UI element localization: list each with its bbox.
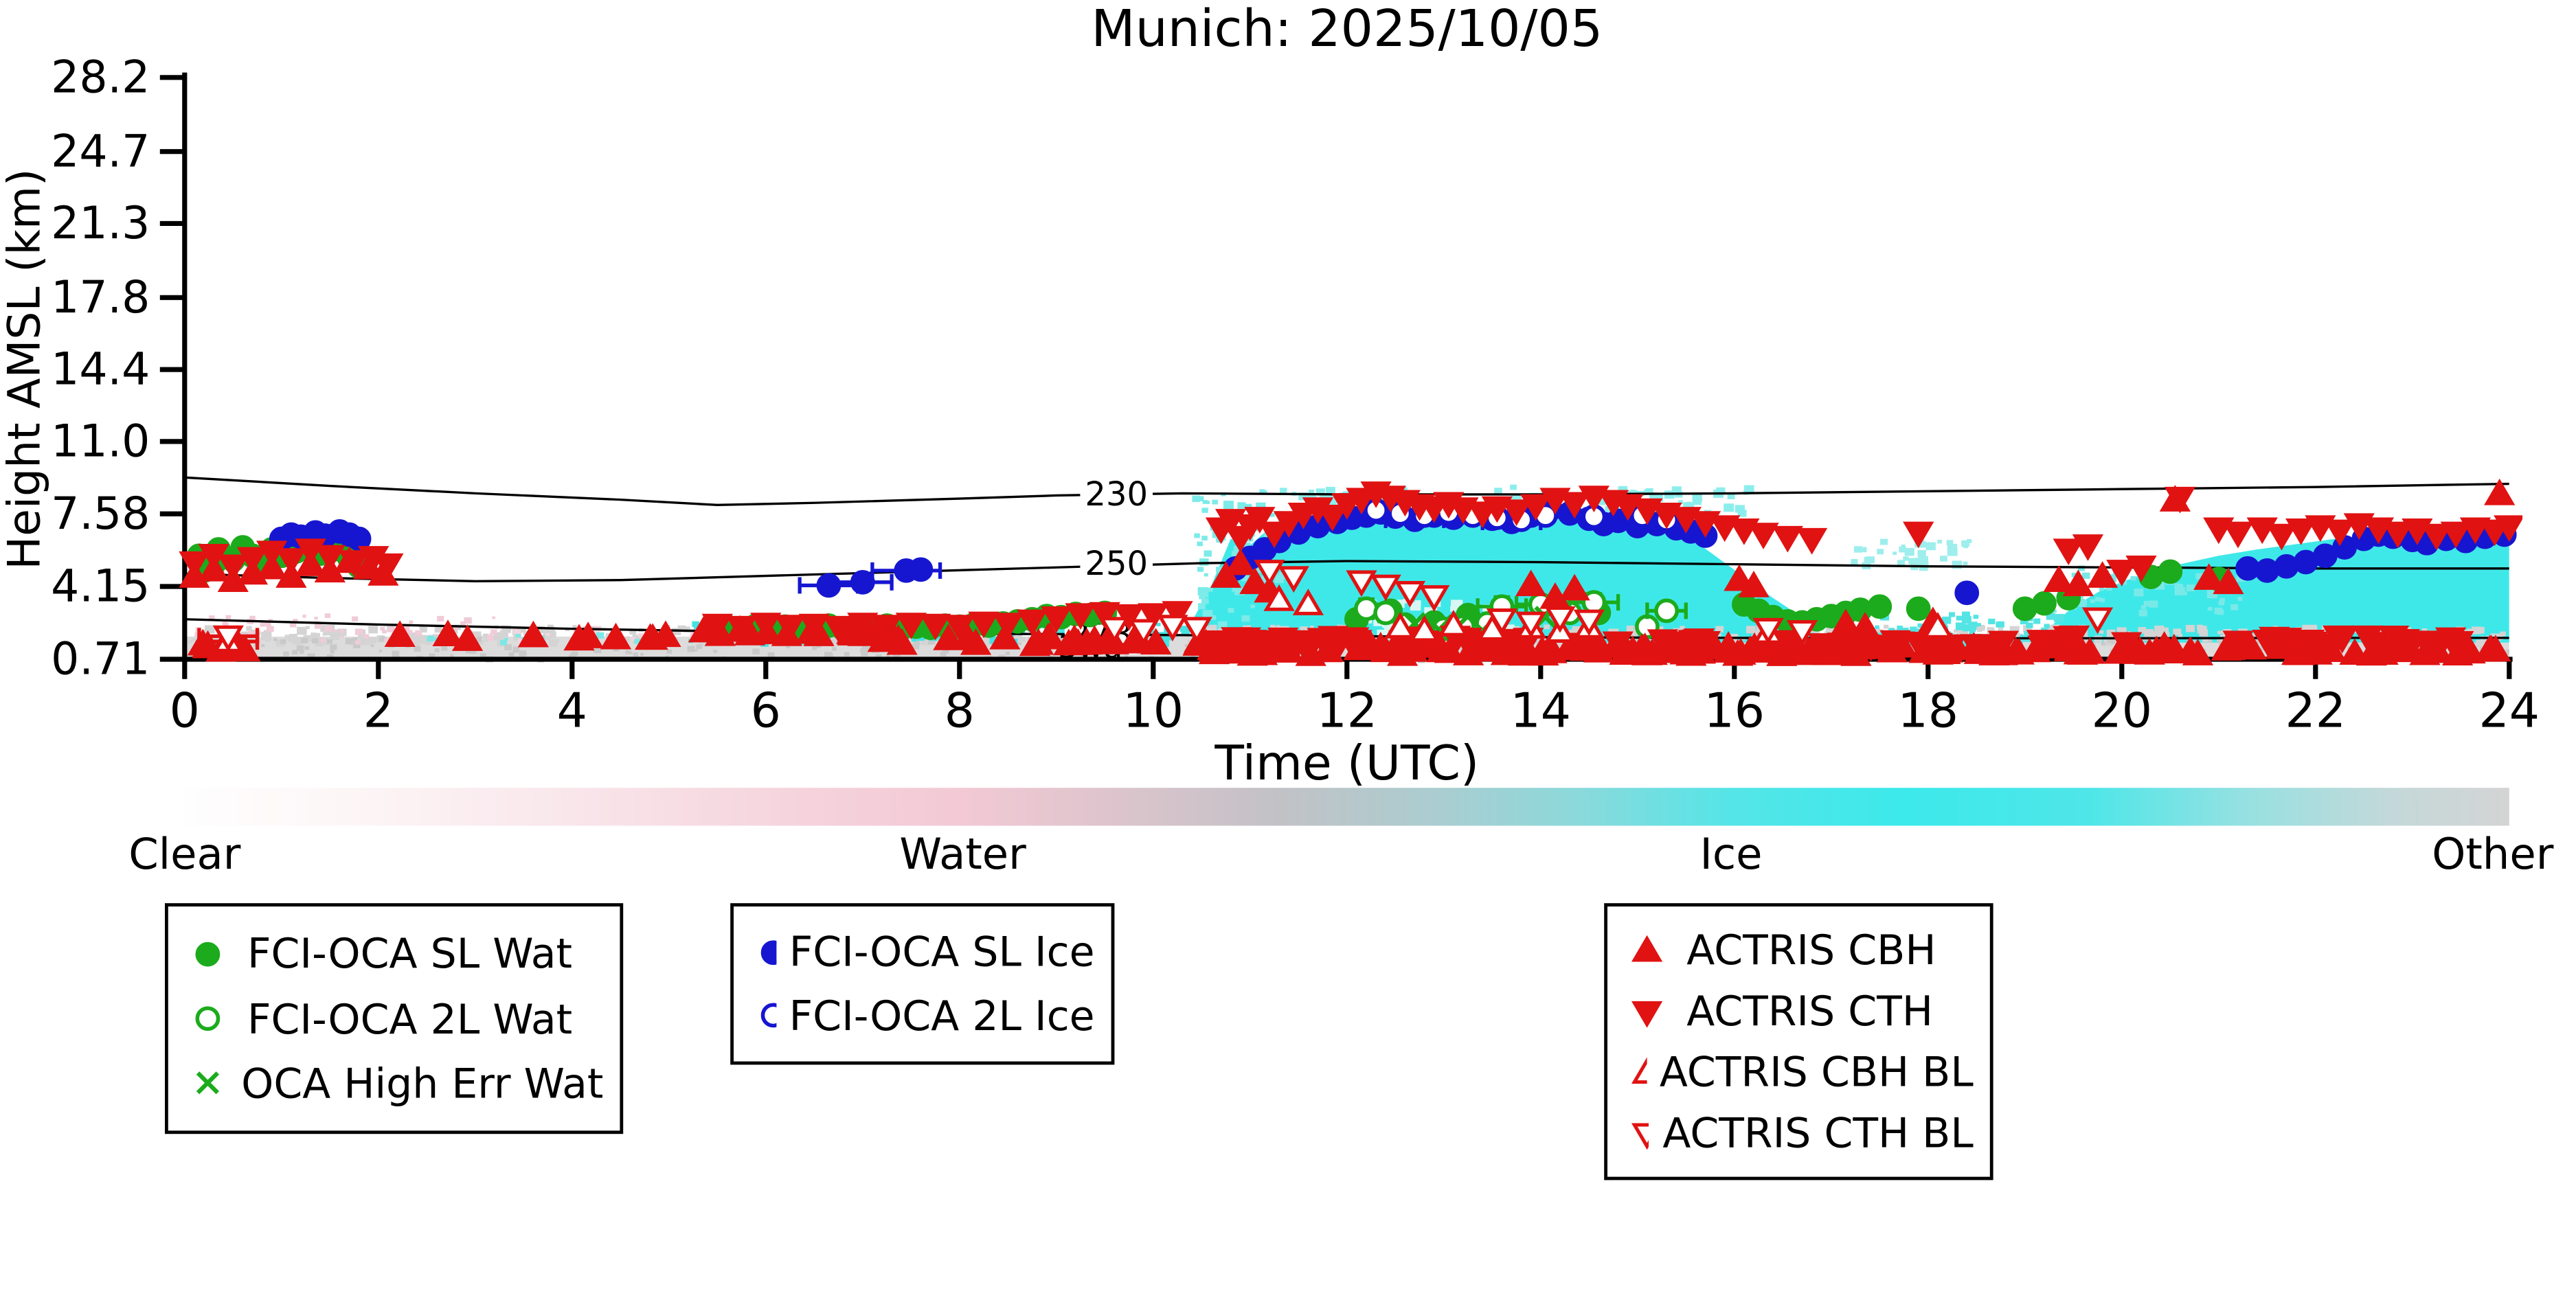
- colorbar: [184, 788, 2509, 826]
- svg-text:250: 250: [1085, 545, 1148, 583]
- svg-text:14.4: 14.4: [51, 344, 150, 396]
- tri-down-marker-icon: [1631, 1000, 1663, 1027]
- circle-marker-icon: [195, 942, 221, 966]
- x-axis-label: Time (UTC): [1214, 735, 1480, 791]
- colorbar-label-ice: Ice: [1699, 830, 1763, 880]
- svg-text:7.58: 7.58: [51, 488, 150, 540]
- legend-item-label: ACTRIS CTH: [1686, 987, 1933, 1036]
- legend-item-label: OCA High Err Wat: [241, 1059, 604, 1108]
- svg-text:16: 16: [1704, 683, 1765, 738]
- svg-text:24: 24: [2479, 683, 2540, 738]
- svg-text:18: 18: [1898, 683, 1959, 738]
- scatter-series: [179, 478, 2523, 666]
- svg-text:22: 22: [2285, 683, 2347, 738]
- colorbar-label-other: Other: [2432, 830, 2554, 880]
- tri-down-marker-icon: [1631, 1122, 1650, 1149]
- legend-box-water-products: FCI-OCA SL Wat FCI-OCA 2L Wat OCA High Err…: [165, 903, 624, 1134]
- svg-text:230: 230: [1085, 475, 1148, 514]
- legend-item: FCI-OCA SL Ice: [750, 928, 1095, 977]
- legend-item: FCI-OCA 2L Wat: [185, 994, 604, 1042]
- legend-item: FCI-OCA SL Wat: [185, 930, 604, 978]
- svg-text:17.8: 17.8: [51, 272, 150, 323]
- legend-item-label: FCI-OCA 2L Ice: [789, 991, 1095, 1040]
- legend-item-label: ACTRIS CBH: [1686, 926, 1936, 974]
- svg-text:2: 2: [363, 683, 394, 738]
- legend-item-label: ACTRIS CTH BL: [1662, 1109, 1974, 1157]
- svg-text:10: 10: [1123, 683, 1184, 738]
- svg-text:14: 14: [1511, 683, 1572, 738]
- svg-text:20: 20: [2092, 683, 2153, 738]
- svg-text:0: 0: [170, 683, 200, 738]
- colorbar-label-water: Water: [899, 830, 1026, 880]
- legend-box-ice-products: FCI-OCA SL Ice FCI-OCA 2L Ice: [730, 903, 1115, 1065]
- legend-item-label: ACTRIS CBH BL: [1659, 1048, 1974, 1097]
- legend-box-actris: ACTRIS CBH ACTRIS CTH ACTRIS CBH BL ACTRIS …: [1604, 903, 1993, 1180]
- legend-item-label: FCI-OCA 2L Wat: [247, 994, 573, 1042]
- series-actris-cth: [179, 481, 2523, 663]
- circle-marker-icon: [760, 939, 776, 965]
- svg-text:4: 4: [557, 683, 587, 738]
- legend-item: ACTRIS CTH: [1624, 987, 1974, 1036]
- legend-item-label: FCI-OCA SL Ice: [789, 928, 1095, 977]
- svg-text:0.71: 0.71: [51, 634, 150, 685]
- svg-text:8: 8: [945, 683, 975, 738]
- circle-marker-icon: [195, 1006, 221, 1031]
- svg-text:6: 6: [751, 683, 781, 738]
- svg-text:4.15: 4.15: [51, 561, 150, 613]
- legend-item-label: FCI-OCA SL Wat: [247, 930, 573, 978]
- series-actris-cth-bl: [197, 560, 2114, 652]
- legend-item: FCI-OCA 2L Ice: [750, 992, 1095, 1040]
- chart-title: Munich: 2025/10/05: [1091, 0, 1603, 60]
- tri-up-marker-icon: [1631, 934, 1663, 961]
- svg-text:24.7: 24.7: [51, 126, 150, 177]
- svg-text:12: 12: [1317, 683, 1378, 738]
- legend-item: OCA High Err Wat: [185, 1059, 604, 1108]
- legend-item: ACTRIS CBH: [1624, 926, 1974, 974]
- legend-item: ACTRIS CBH BL: [1624, 1048, 1974, 1096]
- legend-item: ACTRIS CTH BL: [1624, 1109, 1974, 1157]
- colorbar-label-clear: Clear: [128, 830, 241, 880]
- svg-text:28.2: 28.2: [51, 52, 150, 103]
- x-marker-icon: [196, 1071, 220, 1095]
- svg-text:11.0: 11.0: [51, 415, 150, 467]
- tri-up-marker-icon: [1631, 1057, 1647, 1083]
- plot-area: 2302502733wa28.224.721.317.814.411.07.58…: [51, 52, 2540, 738]
- circle-marker-icon: [760, 1003, 776, 1028]
- svg-text:21.3: 21.3: [51, 198, 150, 249]
